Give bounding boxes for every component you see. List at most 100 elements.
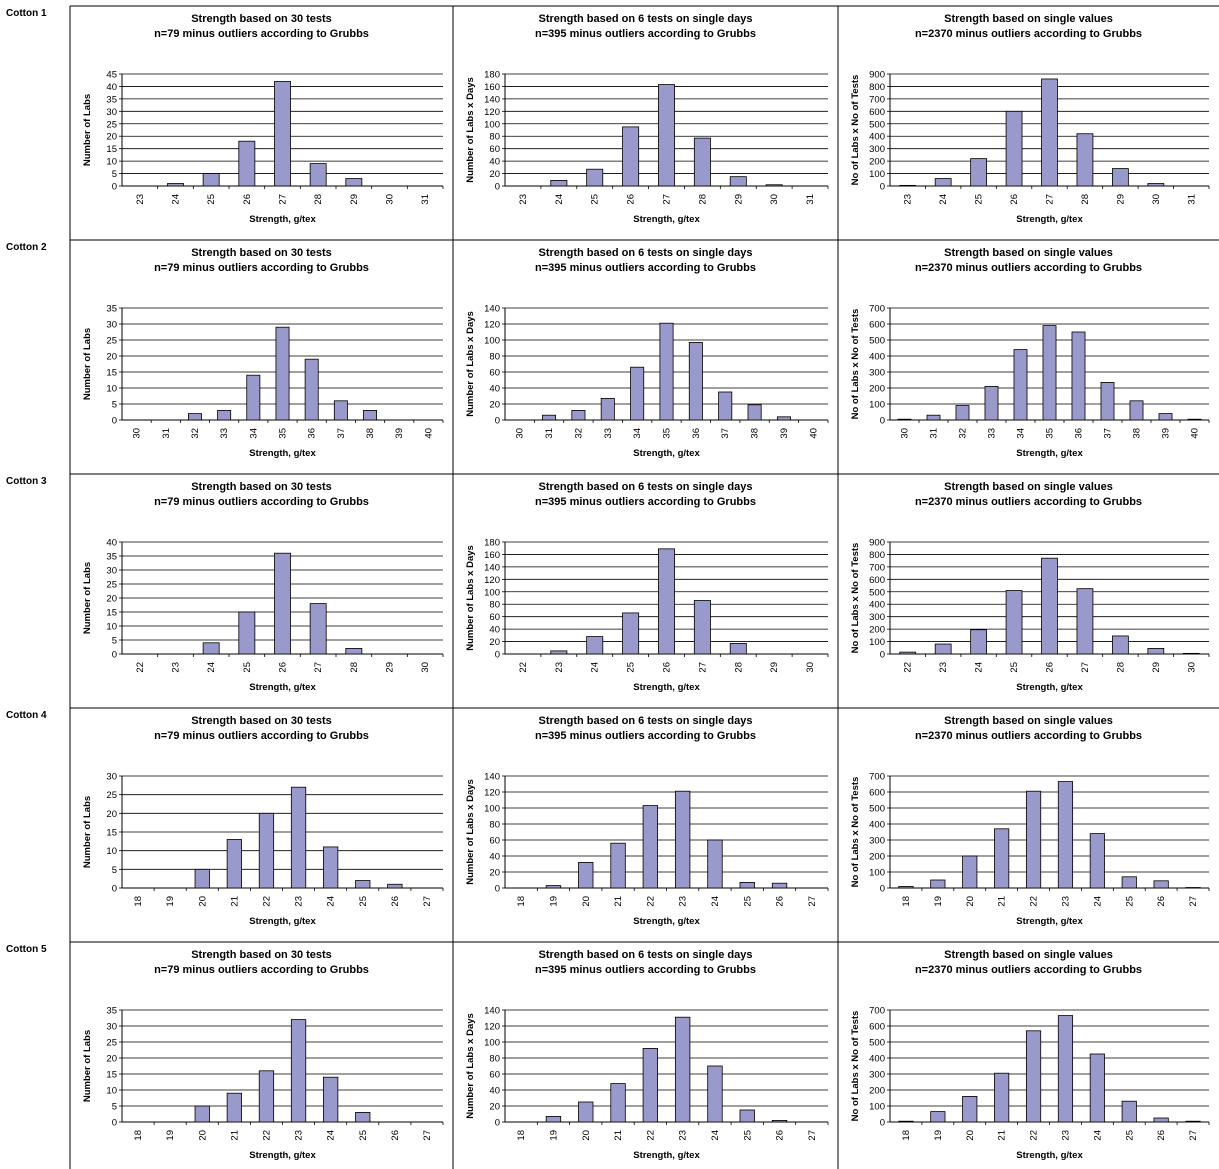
bar [1057,781,1074,889]
y-tick-label: 5 [112,1102,117,1113]
bar [718,391,733,421]
chart-c2-30t: Strength based on 30 tests n=79 minus out… [82,247,444,459]
bar [1153,880,1169,889]
x-tick-label: 20 [965,896,976,907]
x-tick-label: 24 [710,896,721,907]
x-tick-label: 30 [132,428,143,439]
x-axis-label: Strength, g/tex [633,1150,700,1161]
row-label-cotton-2: Cotton 2 [6,242,47,253]
x-tick-label: 29 [769,662,780,673]
bar [1147,183,1165,187]
y-tick-label: 25 [106,1038,117,1049]
bar [333,400,348,421]
bar [688,341,703,421]
bar [1042,325,1057,421]
x-tick-label: 23 [518,194,529,205]
bar [1076,133,1094,187]
x-axis-label: Strength, g/tex [1016,1150,1083,1161]
y-tick-label: 45 [106,70,117,81]
bar [771,882,788,889]
x-tick-label: 30 [515,428,526,439]
chart-title: Strength based on 6 tests on single days [539,13,753,25]
x-tick-label: 25 [358,896,369,907]
x-tick-label: 29 [349,194,360,205]
y-tick-label: 600 [869,788,885,799]
y-tick-label: 10 [106,1086,117,1097]
y-tick-label: 0 [880,182,885,193]
bar [167,183,184,187]
bar [674,1016,691,1123]
y-tick-label: 15 [106,144,117,155]
y-tick-label: 5 [112,400,117,411]
y-tick-label: 25 [106,790,117,801]
y-tick-label: 140 [484,304,500,315]
x-tick-label: 34 [248,428,259,439]
bar [309,163,327,187]
x-tick-label: 24 [974,662,985,673]
y-tick-label: 35 [106,94,117,105]
y-tick-label: 100 [484,1038,500,1049]
y-tick-label: 5 [112,865,117,876]
y-tick-label: 200 [869,852,885,863]
y-tick-label: 0 [112,884,117,895]
x-axis-label: Strength, g/tex [1016,448,1083,459]
bar [274,552,291,655]
y-tick-label: 500 [869,804,885,815]
bar [323,1076,339,1123]
x-tick-label: 38 [365,428,376,439]
chart-title: Strength based on 6 tests on single days [539,247,753,259]
x-tick-label: 31 [1186,194,1197,205]
x-tick-label: 25 [590,194,601,205]
bar [1121,1100,1137,1123]
y-axis-label: Number of Labs [82,94,93,166]
x-tick-label: 29 [385,662,396,673]
x-tick-label: 24 [710,1130,721,1141]
y-tick-label: 140 [484,94,500,105]
bar [600,397,615,421]
bar [1089,833,1105,889]
y-tick-label: 35 [106,1006,117,1017]
bar [899,184,917,187]
y-tick-label: 30 [106,1022,117,1033]
x-tick-label: 18 [901,896,912,907]
x-tick-label: 22 [903,662,914,673]
bar [1182,652,1200,655]
y-axis-label: Number of Labs [82,796,93,868]
x-tick-label: 35 [662,428,673,439]
y-tick-label: 600 [869,575,885,586]
y-axis-label: Number of Labs [82,562,93,634]
bar [897,418,912,421]
y-tick-label: 25 [106,119,117,130]
x-tick-label: 27 [422,1130,433,1141]
x-axis-label: Strength, g/tex [249,682,316,693]
bar [934,643,952,655]
y-axis-label: Number of Labs x Days [465,779,476,885]
chart-title: Strength based on single values [944,481,1113,493]
x-tick-label: 24 [590,662,601,673]
chart-title: Strength based on single values [944,13,1113,25]
x-tick-label: 21 [229,1130,240,1141]
y-tick-label: 500 [869,587,885,598]
bar [642,1048,659,1123]
bar [309,603,327,655]
bar [658,84,675,187]
bar [355,880,371,889]
x-tick-label: 32 [190,428,201,439]
y-tick-label: 15 [106,1070,117,1081]
x-tick-label: 22 [645,896,656,907]
y-tick-label: 100 [869,400,885,411]
x-tick-label: 31 [161,428,172,439]
chart-c5-30t: Strength based on 30 tests n=79 minus out… [82,949,444,1161]
bar [363,409,378,421]
bar [246,374,261,421]
chart-title: Strength based on single values [944,247,1113,259]
x-tick-label: 38 [750,428,761,439]
x-tick-label: 35 [1045,428,1056,439]
x-tick-label: 25 [1124,1130,1135,1141]
x-tick-label: 30 [805,662,816,673]
x-tick-label: 20 [965,1130,976,1141]
y-tick-label: 100 [484,336,500,347]
x-tick-label: 38 [1132,428,1143,439]
y-tick-label: 25 [106,580,117,591]
